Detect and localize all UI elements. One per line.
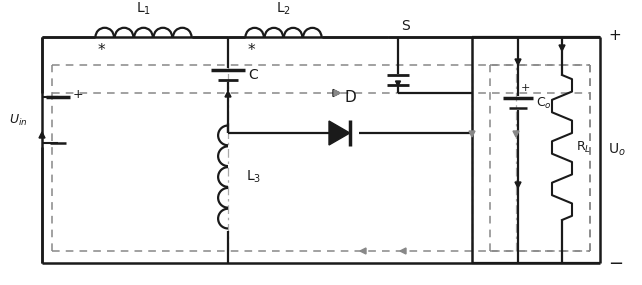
Polygon shape	[513, 131, 519, 137]
Polygon shape	[39, 132, 45, 138]
Polygon shape	[225, 91, 231, 97]
Polygon shape	[333, 89, 340, 97]
Text: +: +	[73, 87, 83, 101]
Text: *: *	[97, 42, 105, 58]
Polygon shape	[360, 248, 366, 254]
Text: C: C	[248, 68, 257, 82]
Text: R$_L$: R$_L$	[576, 140, 591, 155]
Text: D: D	[344, 90, 356, 105]
Text: −: −	[608, 255, 623, 273]
Text: C$_o$: C$_o$	[536, 95, 552, 111]
Polygon shape	[334, 90, 340, 96]
Text: S: S	[401, 19, 410, 33]
Polygon shape	[395, 81, 401, 86]
Polygon shape	[559, 45, 565, 51]
Text: L$_2$: L$_2$	[276, 1, 291, 17]
Text: U$_{in}$: U$_{in}$	[10, 113, 28, 128]
Polygon shape	[469, 131, 475, 137]
Text: L$_1$: L$_1$	[136, 1, 151, 17]
Polygon shape	[515, 182, 521, 188]
Polygon shape	[329, 121, 350, 145]
Text: +: +	[521, 83, 530, 93]
Text: *: *	[247, 42, 255, 58]
Text: +: +	[608, 27, 621, 42]
Polygon shape	[400, 248, 406, 254]
Text: U$_o$: U$_o$	[608, 142, 626, 158]
Text: L$_3$: L$_3$	[246, 169, 261, 185]
Polygon shape	[515, 59, 521, 65]
